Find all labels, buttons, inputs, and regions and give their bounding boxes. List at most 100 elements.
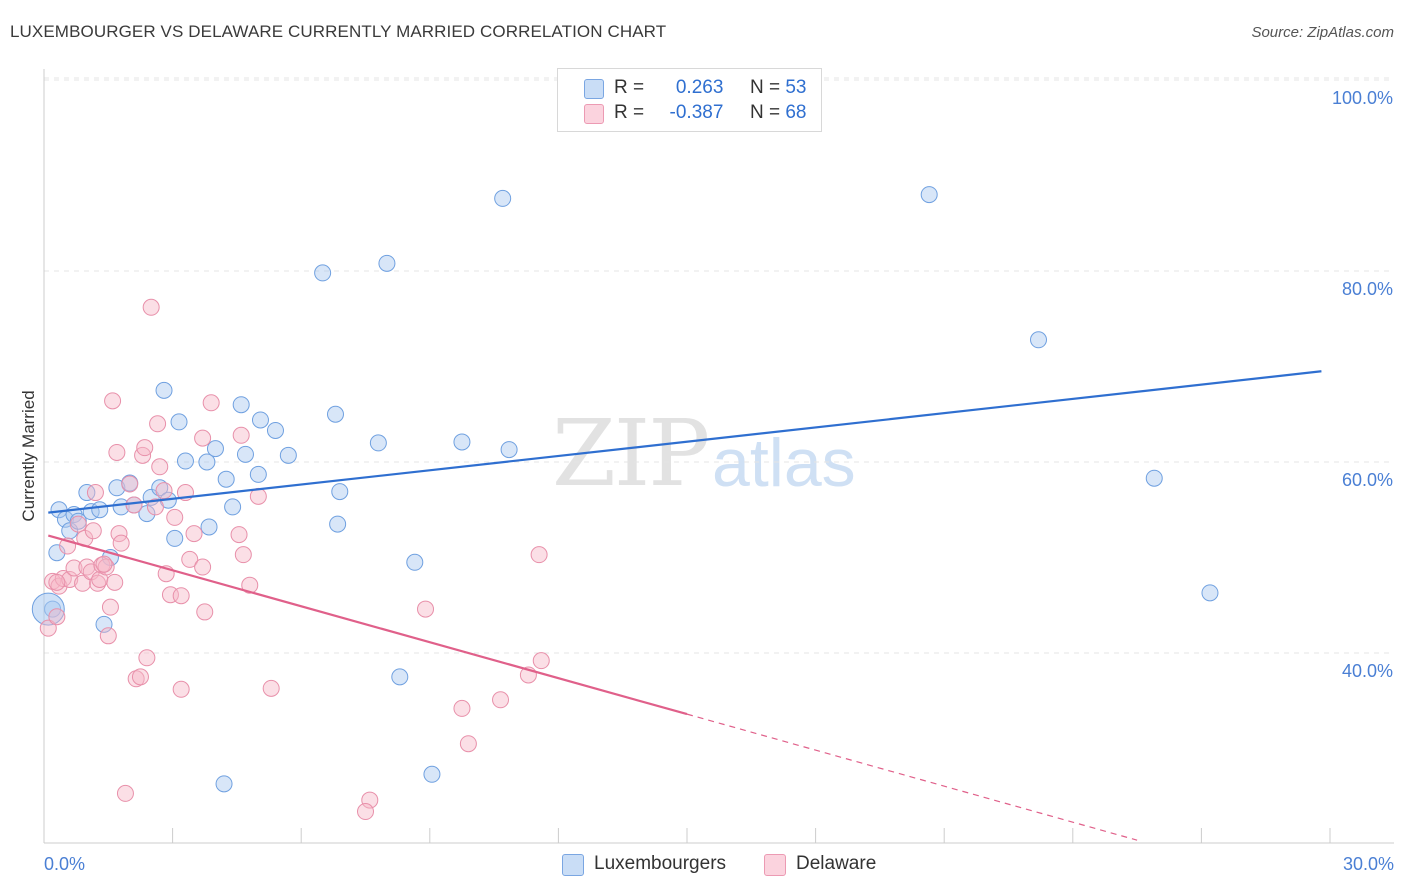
x-tick-label-min: 0.0% [44, 854, 85, 874]
delaware-point [138, 649, 156, 667]
luxembourger-point [198, 453, 216, 471]
luxembourger-point [232, 396, 250, 414]
luxembourger-point [249, 465, 267, 483]
luxembourger-point [206, 440, 224, 458]
y-axis-label: Currently Married [19, 390, 38, 521]
delaware-point [196, 603, 214, 621]
luxembourger-point [236, 445, 254, 463]
luxembourger-point [215, 775, 233, 793]
delaware-point [142, 298, 160, 316]
delaware-point [125, 496, 143, 514]
delaware-point [453, 699, 471, 717]
luxembourger-point [91, 501, 109, 519]
delaware-point [108, 443, 126, 461]
y-tick-label: 60.0% [1342, 470, 1393, 490]
luxembourger-point [217, 470, 235, 488]
delaware-point [361, 791, 379, 809]
luxembourger-point [108, 479, 126, 497]
delaware-point [155, 482, 173, 500]
delaware-point [241, 576, 259, 594]
delaware-point [166, 508, 184, 526]
delaware-point [74, 574, 92, 592]
luxembourger-point [138, 505, 156, 523]
luxembourger-point [453, 433, 471, 451]
luxembourger-point [224, 498, 242, 516]
luxembourger-point [920, 186, 938, 204]
delaware-point [532, 652, 550, 670]
trend-lines [47, 370, 1322, 841]
watermark-atlas: atlas [712, 425, 856, 501]
delaware-point [492, 691, 510, 709]
luxembourger-point [166, 529, 184, 547]
delaware-point [84, 522, 102, 540]
luxembourger-point [279, 446, 297, 464]
delaware-point [181, 550, 199, 568]
luxembourger-point [170, 413, 188, 431]
legend-n-label: N = [749, 102, 781, 123]
delaware-point [39, 619, 57, 637]
delaware-point [417, 600, 435, 618]
luxembourger-point [112, 498, 130, 516]
delaware-point [112, 534, 130, 552]
delaware-point [97, 558, 115, 576]
chart-title: LUXEMBOURGER VS DELAWARE CURRENTLY MARRI… [10, 22, 667, 41]
source-credit: Source: ZipAtlas.com [1251, 24, 1394, 41]
y-tick-labels: 40.0% 60.0% 80.0% 100.0% [1332, 88, 1393, 681]
delaware-point [194, 429, 212, 447]
legend-n-value: 53 [785, 77, 807, 98]
luxembourger-point [200, 518, 218, 536]
luxembourger-point [423, 765, 441, 783]
delaware-point [121, 475, 139, 493]
delaware-point [69, 515, 87, 533]
delaware-point [104, 392, 122, 410]
delaware-point [262, 679, 280, 697]
axes [43, 69, 1394, 844]
delaware-point [131, 668, 149, 686]
delaware-point [530, 546, 548, 564]
luxembourger-point [95, 615, 113, 633]
legend-r-value: 0.263 [675, 77, 724, 98]
luxembourger-point [155, 381, 173, 399]
delaware-trend-extension [686, 713, 1138, 841]
bottom-legend-label: Delaware [796, 853, 877, 874]
delaware-point [99, 627, 117, 645]
delaware-point [172, 587, 190, 605]
luxembourger-point [494, 189, 512, 207]
delaware-point [151, 458, 169, 476]
y-tick-label: 80.0% [1342, 279, 1393, 299]
legend-swatch-blue [584, 79, 604, 99]
legend-r-label: R = [614, 77, 645, 98]
delaware-point [48, 608, 66, 626]
luxembourger-point [31, 592, 65, 626]
legend-n-label: N = [749, 77, 781, 98]
bottom-legend-swatch-blue [562, 854, 584, 876]
delaware-point [232, 426, 250, 444]
y-tick-label: 100.0% [1332, 88, 1393, 108]
data-points [31, 186, 1219, 821]
luxembourger-point [314, 264, 332, 282]
delaware-trend-line [47, 534, 688, 716]
delaware-point [149, 415, 167, 433]
luxembourger-trend-line [48, 370, 1322, 514]
legend-r-value: -0.387 [669, 102, 724, 123]
luxembourger-point [176, 452, 194, 470]
delaware-point [86, 484, 104, 502]
delaware-point [230, 526, 248, 544]
luxembourger-point [48, 544, 66, 562]
delaware-point [127, 670, 145, 688]
delaware-point [65, 559, 83, 577]
delaware-point [101, 598, 119, 616]
luxembourger-point [378, 254, 396, 272]
delaware-point [61, 570, 79, 588]
luxembourger-point [369, 434, 387, 452]
y-tick-label: 40.0% [1342, 661, 1393, 681]
luxembourger-point [406, 553, 424, 571]
delaware-point [357, 803, 374, 821]
luxembourger-point [266, 421, 284, 439]
bottom-legend-label: Luxembourgers [594, 853, 727, 874]
luxembourger-point [331, 483, 349, 501]
luxembourger-point [329, 515, 347, 533]
bottom-legend-swatch-pink [764, 854, 786, 876]
grid-lines [44, 77, 1394, 654]
